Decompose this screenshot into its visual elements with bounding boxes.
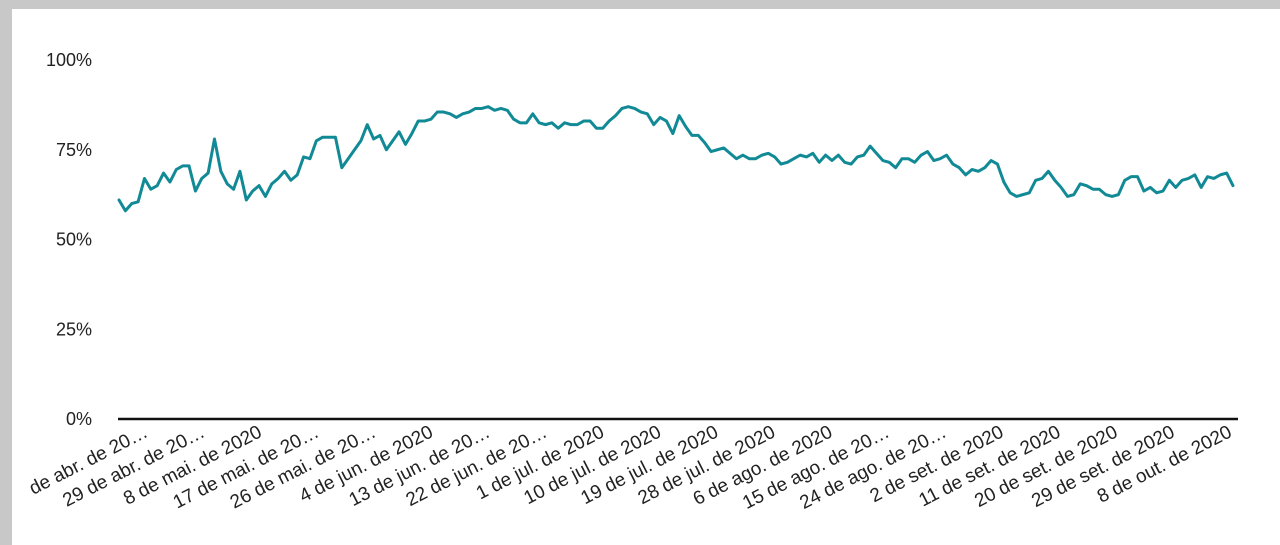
y-tick-label: 100% — [46, 50, 92, 70]
x-tick-labels: de abr. de 20…29 de abr. de 20…8 de mai.… — [26, 422, 1235, 514]
chart-card: 0% 25% 50% 75% 100% de abr. de 20… 29 de abr.… — [12, 9, 1280, 545]
y-tick-label: 0% — [66, 409, 92, 429]
line-chart: 0% 25% 50% 75% 100% de abr. de 20…29 de abr.… — [26, 50, 1238, 514]
series-line — [117, 105, 1235, 213]
y-axis: 0% 25% 50% 75% 100% — [46, 50, 92, 429]
y-tick-label: 75% — [56, 140, 92, 160]
y-tick-label: 25% — [56, 319, 92, 339]
y-tick-label: 50% — [56, 230, 92, 250]
